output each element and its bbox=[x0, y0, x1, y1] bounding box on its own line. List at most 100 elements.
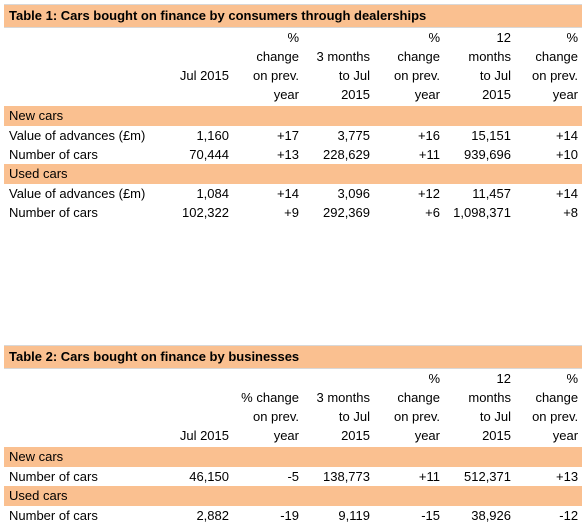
header-cell: % bbox=[566, 371, 579, 386]
header-cell: 12 bbox=[496, 30, 511, 45]
value-cell: 9,119 bbox=[338, 508, 370, 523]
header-cell bbox=[160, 85, 233, 104]
header-cell: change bbox=[397, 49, 440, 64]
header-cell bbox=[4, 66, 160, 85]
header-row: Jul 2015 on prev. to Jul on prev. to Jul… bbox=[4, 66, 582, 85]
value-cell: 292,369 bbox=[323, 205, 370, 220]
section-row-used-cars: Used cars bbox=[4, 164, 583, 184]
value-cell: -15 bbox=[421, 508, 440, 523]
header-cell: to Jul bbox=[338, 68, 370, 83]
value-cell: +8 bbox=[563, 205, 579, 220]
header-cell bbox=[4, 47, 160, 66]
section-row-new-cars: New cars bbox=[4, 106, 583, 126]
value-cell: 3,775 bbox=[337, 128, 370, 143]
value-cell: 38,926 bbox=[471, 508, 511, 523]
header-cell: 3 months bbox=[316, 390, 370, 405]
header-cell: year bbox=[414, 428, 440, 443]
header-cell: change bbox=[535, 49, 579, 64]
section-label: New cars bbox=[4, 447, 583, 467]
header-cell: months bbox=[468, 49, 511, 64]
value-cell: +14 bbox=[555, 186, 579, 201]
value-cell: -5 bbox=[287, 469, 299, 484]
table-title: Table 2: Cars bought on finance by busin… bbox=[4, 345, 583, 369]
table-row: Number of cars 2,882 -19 9,119 -15 38,92… bbox=[4, 506, 582, 525]
header-cell bbox=[4, 28, 160, 48]
header-cell: 12 bbox=[496, 371, 511, 386]
header-row: change 3 months change months change bbox=[4, 47, 582, 66]
table-title-row: Table 2: Cars bought on finance by busin… bbox=[4, 345, 583, 369]
header-cell bbox=[160, 388, 233, 407]
value-cell: -12 bbox=[559, 508, 579, 523]
value-cell: 70,444 bbox=[189, 147, 229, 162]
section-row-new-cars: New cars bbox=[4, 447, 583, 467]
value-cell: +14 bbox=[276, 186, 299, 201]
header-row: % change 3 months change months change bbox=[4, 388, 582, 407]
value-cell: 228,629 bbox=[323, 147, 370, 162]
value-cell: -19 bbox=[280, 508, 299, 523]
header-row: on prev. to Jul on prev. to Jul on prev. bbox=[4, 407, 582, 426]
table-businesses: Table 2: Cars bought on finance by busin… bbox=[4, 345, 583, 525]
header-cell bbox=[303, 28, 374, 48]
row-label: Number of cars bbox=[9, 508, 98, 523]
header-cell: on prev. bbox=[252, 409, 299, 424]
value-cell: +10 bbox=[555, 147, 579, 162]
header-cell: year bbox=[273, 428, 299, 443]
value-cell: 2,882 bbox=[196, 508, 229, 523]
header-cell bbox=[4, 85, 160, 104]
header-cell: year bbox=[273, 87, 299, 102]
header-cell: % bbox=[566, 30, 579, 45]
row-label: Value of advances (£m) bbox=[9, 128, 146, 143]
header-cell: on prev. bbox=[393, 409, 440, 424]
header-cell: year bbox=[552, 428, 579, 443]
table-row: Value of advances (£m) 1,160 +17 3,775 +… bbox=[4, 126, 582, 145]
header-cell: months bbox=[468, 390, 511, 405]
header-cell bbox=[4, 369, 160, 389]
value-cell: 3,096 bbox=[337, 186, 370, 201]
value-cell: +14 bbox=[555, 128, 579, 143]
value-cell: +16 bbox=[417, 128, 440, 143]
header-cell: to Jul bbox=[479, 409, 511, 424]
header-cell bbox=[160, 28, 233, 48]
value-cell: +13 bbox=[276, 147, 299, 162]
header-cell: to Jul bbox=[479, 68, 511, 83]
header-cell: % bbox=[428, 371, 440, 386]
value-cell: 15,151 bbox=[471, 128, 511, 143]
header-row: Jul 2015 year 2015 year 2015 year bbox=[4, 426, 582, 445]
value-cell: +11 bbox=[418, 147, 440, 162]
header-cell: on prev. bbox=[532, 409, 579, 424]
header-cell bbox=[160, 47, 233, 66]
header-cell: % change bbox=[241, 390, 299, 405]
header-cell: to Jul bbox=[338, 409, 370, 424]
header-cell bbox=[303, 369, 374, 389]
value-cell: 138,773 bbox=[323, 469, 370, 484]
header-cell: change bbox=[256, 49, 299, 64]
value-cell: 46,150 bbox=[189, 469, 229, 484]
value-cell: 1,160 bbox=[196, 128, 229, 143]
header-cell: on prev. bbox=[532, 68, 579, 83]
header-cell: year bbox=[414, 87, 440, 102]
value-cell: 102,322 bbox=[182, 205, 229, 220]
value-cell: +6 bbox=[425, 205, 440, 220]
value-cell: 1,098,371 bbox=[453, 205, 511, 220]
table-title: Table 1: Cars bought on finance by consu… bbox=[4, 4, 583, 28]
value-cell: 11,457 bbox=[472, 186, 511, 201]
header-cell: 2015 bbox=[341, 87, 370, 102]
header-cell: change bbox=[535, 390, 579, 405]
value-cell: 939,696 bbox=[464, 147, 511, 162]
header-row: % 12 % bbox=[4, 369, 582, 389]
value-cell: +17 bbox=[276, 128, 299, 143]
table-title-row: Table 1: Cars bought on finance by consu… bbox=[4, 4, 583, 28]
header-cell: Jul 2015 bbox=[179, 68, 229, 83]
row-label: Number of cars bbox=[9, 469, 98, 484]
section-label: Used cars bbox=[4, 486, 583, 506]
value-cell: +9 bbox=[284, 205, 299, 220]
section-label: Used cars bbox=[4, 164, 583, 184]
value-cell: 1,084 bbox=[196, 186, 229, 201]
row-label: Value of advances (£m) bbox=[9, 186, 146, 201]
value-cell: +11 bbox=[418, 469, 440, 484]
header-cell: change bbox=[397, 390, 440, 405]
table-row: Number of cars 70,444 +13 228,629 +11 93… bbox=[4, 145, 582, 164]
header-cell: % bbox=[287, 30, 299, 45]
header-cell bbox=[160, 369, 233, 389]
header-cell bbox=[160, 407, 233, 426]
